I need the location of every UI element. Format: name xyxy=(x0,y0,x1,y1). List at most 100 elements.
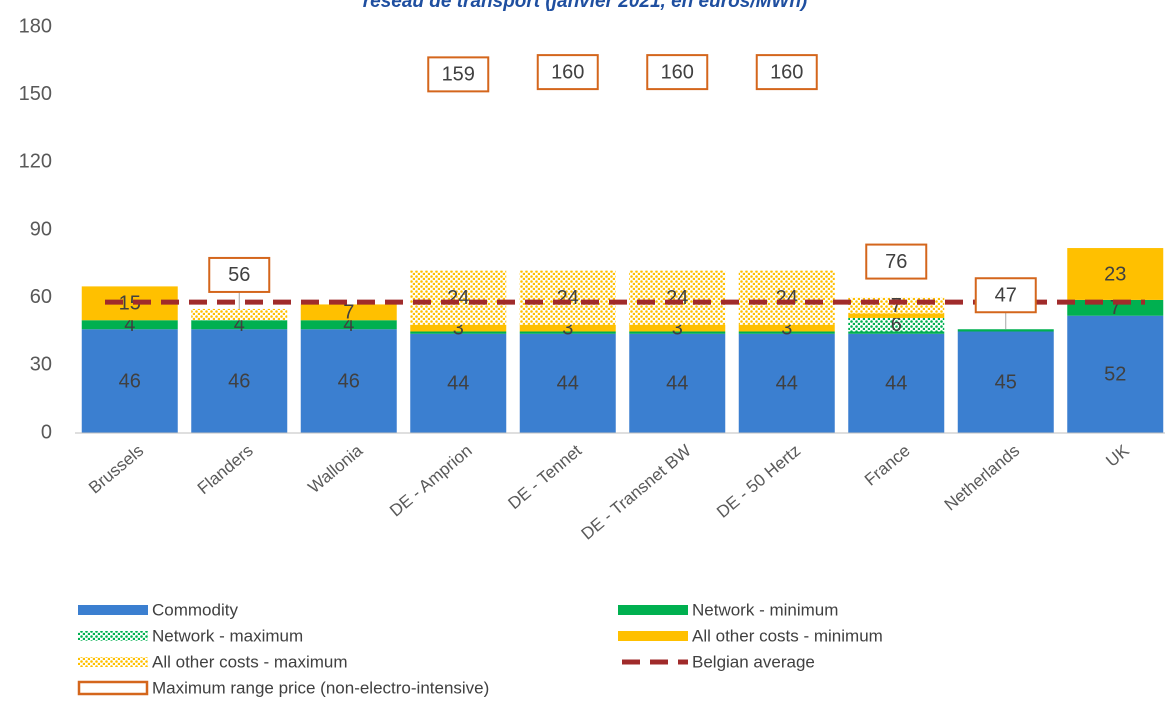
bar-segment xyxy=(191,329,288,433)
bar-segment xyxy=(81,320,178,330)
bar-segment xyxy=(738,270,835,325)
bar-segment xyxy=(848,331,945,334)
bar-segment xyxy=(519,333,616,433)
max-price-box xyxy=(755,54,818,91)
data-label: 24 xyxy=(557,287,579,309)
max-price-label: 160 xyxy=(770,61,803,83)
y-tick-label: 120 xyxy=(19,151,52,173)
legend-swatch xyxy=(618,631,688,641)
y-tick-label: 0 xyxy=(41,421,52,443)
data-label: 44 xyxy=(885,373,907,395)
max-price-label: 160 xyxy=(661,61,694,83)
legend-swatch xyxy=(78,605,148,615)
y-tick-label: 60 xyxy=(30,286,52,308)
legend-label: Network - minimum xyxy=(692,600,838,619)
y-tick-label: 30 xyxy=(30,354,52,376)
data-label: 52 xyxy=(1104,364,1126,386)
data-label: 3 xyxy=(781,317,792,339)
bar-segment xyxy=(957,329,1054,332)
data-label: 45 xyxy=(995,372,1017,394)
bar-segment xyxy=(410,333,507,433)
data-label: 4 xyxy=(234,314,245,336)
bar-segment xyxy=(629,333,726,433)
bar-segment xyxy=(519,270,616,325)
x-tick-label: UK xyxy=(1102,441,1133,471)
data-label: 46 xyxy=(119,370,141,392)
data-label: 44 xyxy=(557,373,579,395)
x-tick-label: Netherlands xyxy=(941,441,1023,514)
legend-label: All other costs - maximum xyxy=(152,652,348,671)
data-label: 4 xyxy=(124,314,135,336)
data-label: 15 xyxy=(119,293,141,315)
bar-segment xyxy=(738,333,835,433)
data-label: 24 xyxy=(447,287,469,309)
bar-segment xyxy=(1067,248,1164,300)
data-label: 3 xyxy=(453,317,464,339)
bar-segment xyxy=(519,331,616,334)
data-label: 7 xyxy=(891,295,902,317)
legend-swatch xyxy=(78,631,148,641)
y-tick-label: 180 xyxy=(19,15,52,37)
bar-segment xyxy=(519,324,616,332)
max-price-box xyxy=(208,256,271,293)
bar-segment xyxy=(629,324,726,332)
data-label: 3 xyxy=(672,317,683,339)
x-tick-label: DE - Tennet xyxy=(504,441,585,513)
y-tick-label: 90 xyxy=(30,218,52,240)
x-tick-label: DE - Transnet BW xyxy=(578,441,695,544)
legend-swatch xyxy=(77,680,149,696)
legend-label: Network - maximum xyxy=(152,626,303,645)
bar-segment xyxy=(957,331,1054,433)
data-label: 7 xyxy=(1110,297,1121,319)
max-price-box xyxy=(865,243,928,280)
bar-segment xyxy=(410,331,507,334)
x-tick-label: Wallonia xyxy=(305,441,367,497)
legend-label: Commodity xyxy=(152,600,238,619)
data-label: 46 xyxy=(338,370,360,392)
data-label: 44 xyxy=(666,373,688,395)
bar-segment xyxy=(848,313,945,318)
max-price-box xyxy=(427,56,490,93)
data-label: 24 xyxy=(776,287,798,309)
x-tick-label: DE - 50 Hertz xyxy=(713,441,804,522)
bar-segment xyxy=(848,333,945,433)
bar-segment xyxy=(410,270,507,325)
max-price-box xyxy=(536,54,599,91)
bar-segment xyxy=(848,317,945,332)
data-label: 6 xyxy=(891,314,902,336)
data-label: 7 xyxy=(343,302,354,324)
max-price-label: 56 xyxy=(228,264,250,286)
x-tick-label: Flanders xyxy=(194,441,257,498)
chart-title: réseau de transport (janvier 2021, en eu… xyxy=(363,0,808,12)
bar-segment xyxy=(738,331,835,334)
legend-swatch xyxy=(618,605,688,615)
max-price-label: 159 xyxy=(442,64,475,86)
max-price-label: 76 xyxy=(885,251,907,273)
bar-segment xyxy=(300,320,397,330)
x-tick-label: France xyxy=(861,441,914,490)
data-label: 46 xyxy=(228,370,250,392)
y-tick-label: 150 xyxy=(19,83,52,105)
data-label: 4 xyxy=(343,314,354,336)
x-tick-label: DE - Amprion xyxy=(386,441,476,521)
bar-segment xyxy=(738,324,835,332)
bar-segment xyxy=(300,304,397,321)
bar-segment xyxy=(410,324,507,332)
data-label: 24 xyxy=(666,287,688,309)
data-label: 44 xyxy=(776,373,798,395)
bar-segment xyxy=(191,320,288,330)
max-price-label: 47 xyxy=(995,285,1017,307)
max-price-label: 160 xyxy=(551,61,584,83)
legend-label: Belgian average xyxy=(692,652,815,671)
legend-swatch xyxy=(78,657,148,667)
bar-segment xyxy=(191,308,288,321)
max-price-box xyxy=(974,277,1037,314)
data-label: 44 xyxy=(447,373,469,395)
bar-segment xyxy=(629,270,726,325)
bar-segment xyxy=(81,329,178,433)
data-label: 23 xyxy=(1104,263,1126,285)
data-label: 3 xyxy=(562,317,573,339)
bar-segment xyxy=(1067,315,1164,433)
bar-segment xyxy=(629,331,726,334)
